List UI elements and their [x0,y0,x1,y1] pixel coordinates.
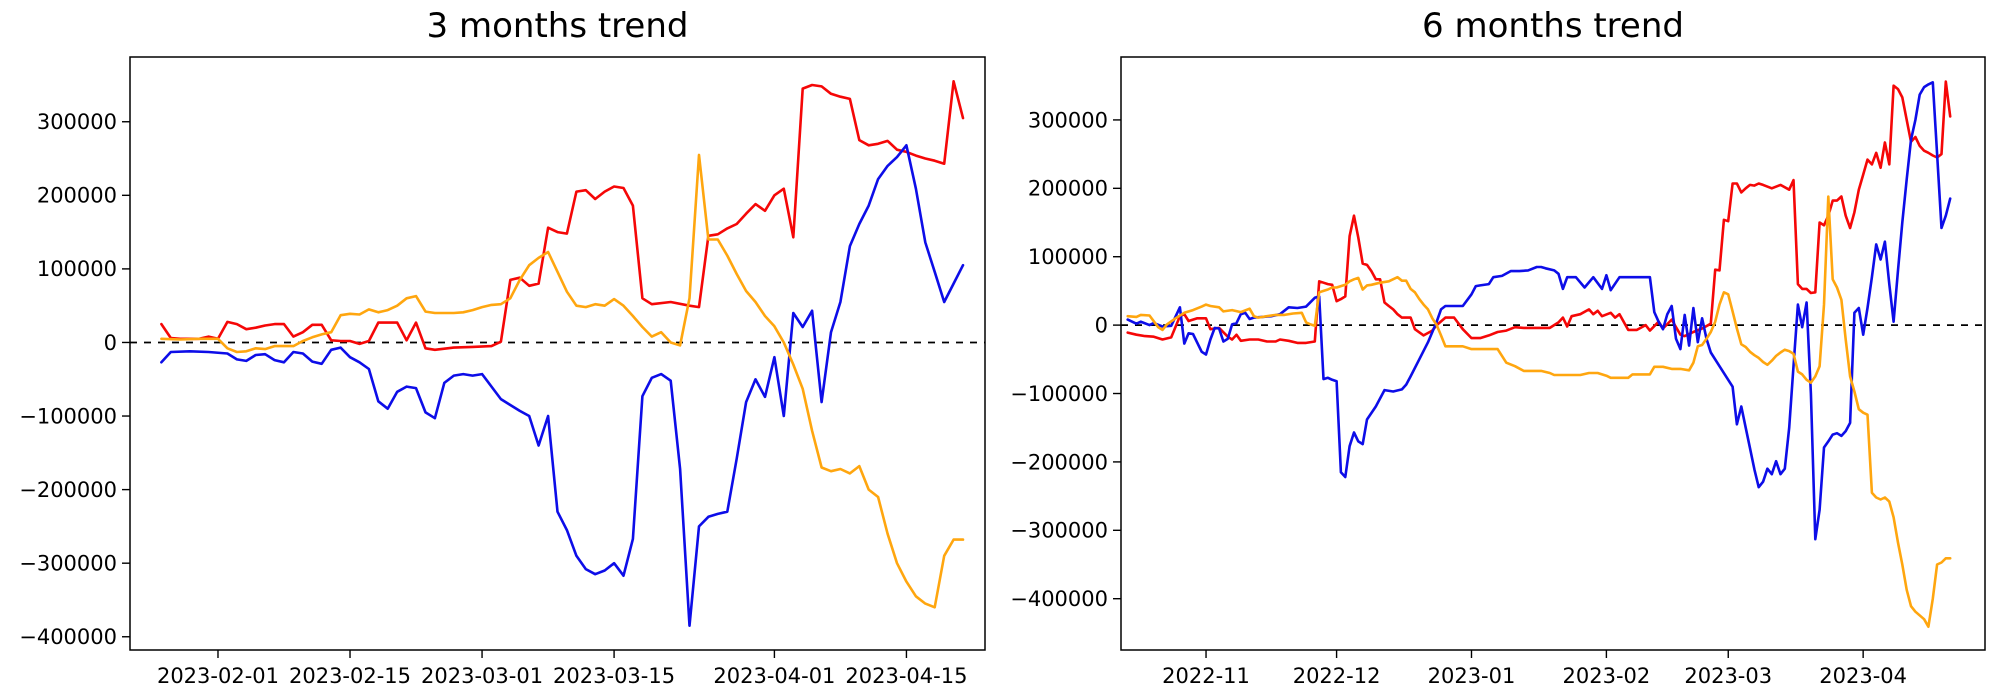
y-tick-label: −400000 [1010,587,1108,611]
axes-frame [129,56,986,651]
x-tick-label: 2023-04 [1819,664,1907,688]
y-tick-label: −200000 [1010,450,1108,474]
series-orange-line [1126,195,1952,629]
x-tick-label: 2023-02 [1563,664,1651,688]
y-tick-label: 100000 [1028,245,1108,269]
y-tick-label: 300000 [1028,108,1108,132]
x-tick-label: 2023-03 [1684,664,1772,688]
y-tick-label: 0 [1095,313,1108,337]
series-red-line [160,80,965,352]
y-tick-label: 100000 [37,257,117,281]
six-months-chart: 6 months trend 300000 200000 100000 0 −10000… [1000,0,2000,700]
x-tick-label: 2023-04-15 [845,664,967,688]
y-tick-label: 0 [104,331,117,355]
x-tick-label: 2023-03-01 [421,664,543,688]
y-tick-label: −300000 [1010,519,1108,543]
y-tick-label: −400000 [19,625,117,649]
three-months-plot: 300000 200000 100000 0 −100000 −200000 −300000… [19,56,986,688]
y-tick-label: −300000 [19,552,117,576]
six-months-plot: 300000 200000 100000 0 −100000 −200000 −300000… [1010,56,1986,688]
three-months-title: 3 months trend [426,6,689,46]
y-tick-label: 200000 [1028,177,1108,201]
y-tick-label: −100000 [19,404,117,428]
series-red-line [1126,80,1952,345]
y-tick-label: 200000 [37,184,117,208]
x-tick-label: 2023-02-15 [289,664,411,688]
three-months-chart: 3 months trend 300000 200000 100000 0 −10000… [19,6,986,688]
axes-frame [1120,56,1986,651]
x-tick-label: 2023-04-01 [713,664,835,688]
series-blue-line [160,144,965,628]
x-tick-label: 2022-12 [1293,664,1381,688]
x-tick-label: 2023-02-01 [157,664,279,688]
y-tick-label: −200000 [19,478,117,502]
x-tick-label: 2023-01 [1428,664,1516,688]
series-orange-line [160,153,965,609]
x-tick-label: 2023-03-15 [553,664,675,688]
six-months-title: 6 months trend [1422,6,1684,46]
y-tick-label: −100000 [1010,382,1108,406]
x-tick-label: 2022-11 [1162,664,1250,688]
y-tick-label: 300000 [37,110,117,134]
